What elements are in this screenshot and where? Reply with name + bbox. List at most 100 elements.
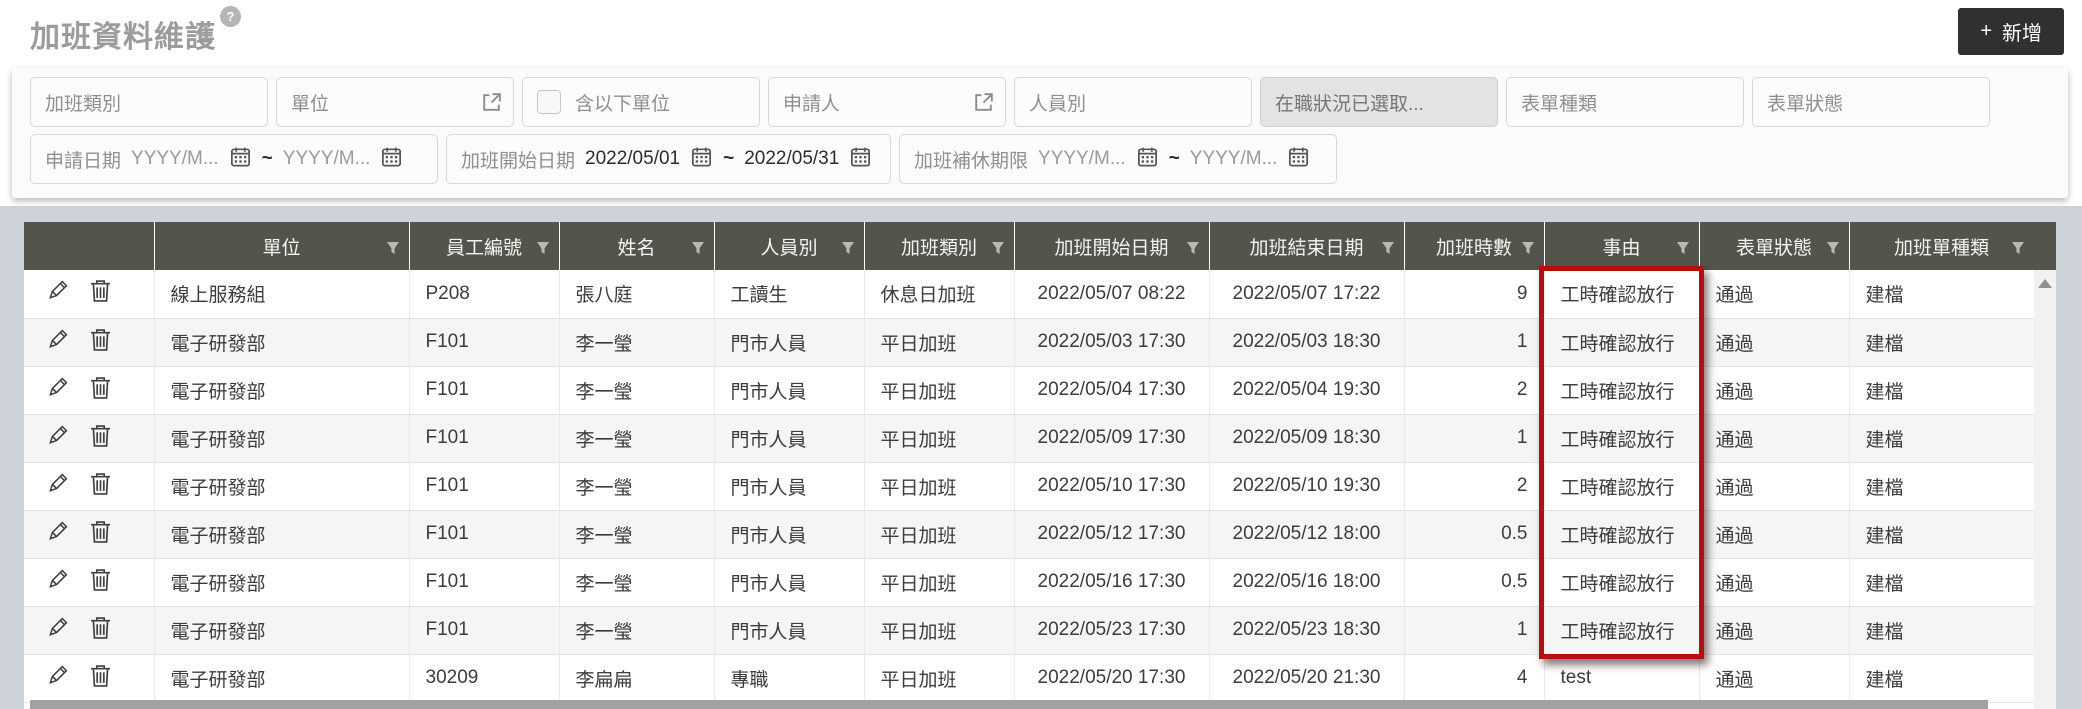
calendar-icon[interactable] bbox=[1287, 145, 1310, 174]
cell-personnel: 專職 bbox=[714, 654, 865, 703]
cell-personnel: 門市人員 bbox=[714, 606, 865, 655]
filter-row-2: 申請日期 YYYY/M... ~ YYYY/M... 加班開始日期 2022/0… bbox=[30, 134, 2068, 184]
filter-funnel-icon[interactable] bbox=[691, 239, 705, 261]
overtime-start-to-value[interactable]: 2022/05/31 bbox=[744, 148, 840, 169]
calendar-icon[interactable] bbox=[849, 145, 872, 174]
table-body: 線上服務組 P208 張八庭 工讀生 休息日加班 2022/05/07 08:2… bbox=[24, 270, 2035, 703]
comp-leave-deadline-range[interactable]: 加班補休期限 YYYY/M... ~ YYYY/M... bbox=[899, 134, 1337, 184]
col-header-personnel[interactable]: 人員別 bbox=[714, 222, 865, 270]
form-status-placeholder: 表單狀態 bbox=[1767, 93, 1844, 115]
cell-ot-type: 平日加班 bbox=[864, 318, 1015, 367]
calendar-icon[interactable] bbox=[690, 145, 713, 174]
calendar-icon[interactable] bbox=[229, 145, 252, 174]
delete-icon[interactable] bbox=[90, 616, 111, 645]
filter-funnel-icon[interactable] bbox=[1381, 239, 1395, 261]
apply-date-range[interactable]: 申請日期 YYYY/M... ~ YYYY/M... bbox=[30, 134, 438, 184]
scroll-up-icon[interactable] bbox=[2038, 279, 2052, 288]
edit-icon[interactable] bbox=[46, 376, 69, 405]
cell-ot-form-kind: 建檔 bbox=[1849, 654, 2035, 703]
delete-icon[interactable] bbox=[90, 568, 111, 597]
edit-icon[interactable] bbox=[46, 568, 69, 597]
edit-icon[interactable] bbox=[46, 520, 69, 549]
cell-hours: 9 bbox=[1404, 270, 1545, 319]
cell-reason: 工時確認放行 bbox=[1544, 414, 1700, 463]
apply-date-from[interactable]: YYYY/M... bbox=[131, 148, 219, 169]
vertical-scrollbar[interactable] bbox=[2034, 270, 2056, 709]
plus-icon: + bbox=[1980, 20, 1992, 42]
personnel-type-input[interactable]: 人員別 bbox=[1014, 77, 1252, 127]
apply-date-to[interactable]: YYYY/M... bbox=[282, 148, 371, 169]
edit-icon[interactable] bbox=[46, 616, 69, 645]
cell-actions bbox=[24, 366, 155, 415]
calendar-icon[interactable] bbox=[1136, 145, 1159, 174]
edit-icon[interactable] bbox=[46, 424, 69, 453]
unit-lookup-input[interactable]: 單位 bbox=[276, 77, 514, 127]
cell-ot-start: 2022/05/07 08:22 bbox=[1014, 270, 1210, 319]
cell-unit: 電子研發部 bbox=[154, 318, 410, 367]
filter-funnel-icon[interactable] bbox=[1826, 239, 1840, 261]
delete-icon[interactable] bbox=[90, 328, 111, 357]
filter-row-1: 加班類別 單位 含以下單位 申請人 bbox=[30, 77, 2068, 127]
cell-actions bbox=[24, 270, 155, 319]
overtime-category-input[interactable]: 加班類別 bbox=[30, 77, 268, 127]
open-lookup-icon[interactable] bbox=[971, 90, 996, 121]
applicant-lookup-input[interactable]: 申請人 bbox=[768, 77, 1006, 127]
cell-form-status: 通過 bbox=[1699, 462, 1850, 511]
cell-emp-id: F101 bbox=[409, 414, 560, 463]
horizontal-scrollbar[interactable] bbox=[30, 700, 1988, 709]
cell-ot-start: 2022/05/09 17:30 bbox=[1014, 414, 1210, 463]
edit-icon[interactable] bbox=[46, 279, 69, 308]
delete-icon[interactable] bbox=[90, 664, 111, 693]
cell-reason: 工時確認放行 bbox=[1544, 462, 1700, 511]
comp-deadline-from[interactable]: YYYY/M... bbox=[1038, 148, 1126, 169]
edit-icon[interactable] bbox=[46, 664, 69, 693]
col-header-ot-type[interactable]: 加班類別 bbox=[864, 222, 1015, 270]
delete-icon[interactable] bbox=[90, 424, 111, 453]
filter-funnel-icon[interactable] bbox=[2011, 239, 2025, 261]
cell-unit: 電子研發部 bbox=[154, 558, 410, 607]
col-header-hours[interactable]: 加班時數 bbox=[1404, 222, 1545, 270]
overtime-start-date-range[interactable]: 加班開始日期 2022/05/01 ~ 2022/05/31 bbox=[446, 134, 891, 184]
edit-icon[interactable] bbox=[46, 472, 69, 501]
help-icon[interactable]: ? bbox=[220, 6, 241, 27]
filter-funnel-icon[interactable] bbox=[386, 239, 400, 261]
col-header-unit[interactable]: 單位 bbox=[154, 222, 410, 270]
comp-deadline-to[interactable]: YYYY/M... bbox=[1189, 148, 1278, 169]
overtime-start-from-value[interactable]: 2022/05/01 bbox=[585, 148, 681, 169]
delete-icon[interactable] bbox=[90, 520, 111, 549]
range-separator: ~ bbox=[1168, 148, 1180, 169]
filter-funnel-icon[interactable] bbox=[1186, 239, 1200, 261]
col-header-ot-form-kind[interactable]: 加班單種類 bbox=[1849, 222, 2035, 270]
col-header-ot-start[interactable]: 加班開始日期 bbox=[1014, 222, 1210, 270]
employment-status-select[interactable]: 在職狀況已選取... bbox=[1260, 77, 1498, 127]
form-status-input[interactable]: 表單狀態 bbox=[1752, 77, 1990, 127]
delete-icon[interactable] bbox=[90, 279, 111, 308]
include-sub-units-checkbox[interactable] bbox=[537, 90, 561, 114]
filter-funnel-icon[interactable] bbox=[841, 239, 855, 261]
edit-icon[interactable] bbox=[46, 328, 69, 357]
filter-funnel-icon[interactable] bbox=[1521, 239, 1535, 261]
cell-hours: 2 bbox=[1404, 366, 1545, 415]
filter-funnel-icon[interactable] bbox=[1676, 239, 1690, 261]
col-header-reason[interactable]: 事由 bbox=[1544, 222, 1700, 270]
table-row: 電子研發部 F101 李一瑩 門市人員 平日加班 2022/05/10 17:3… bbox=[24, 462, 2035, 511]
filter-funnel-icon[interactable] bbox=[991, 239, 1005, 261]
delete-icon[interactable] bbox=[90, 472, 111, 501]
add-button[interactable]: + 新增 bbox=[1958, 8, 2064, 55]
filter-funnel-icon[interactable] bbox=[536, 239, 550, 261]
table-row: 電子研發部 F101 李一瑩 門市人員 平日加班 2022/05/03 17:3… bbox=[24, 318, 2035, 367]
cell-ot-type: 平日加班 bbox=[864, 606, 1015, 655]
form-type-input[interactable]: 表單種類 bbox=[1506, 77, 1744, 127]
cell-ot-start: 2022/05/10 17:30 bbox=[1014, 462, 1210, 511]
cell-name: 李一瑩 bbox=[559, 414, 715, 463]
col-header-name[interactable]: 姓名 bbox=[559, 222, 715, 270]
delete-icon[interactable] bbox=[90, 376, 111, 405]
col-header-form-status[interactable]: 表單狀態 bbox=[1699, 222, 1850, 270]
cell-form-status: 通過 bbox=[1699, 510, 1850, 559]
col-header-ot-end[interactable]: 加班結束日期 bbox=[1209, 222, 1405, 270]
include-sub-units-option[interactable]: 含以下單位 bbox=[522, 77, 760, 127]
col-header-emp-id[interactable]: 員工編號 bbox=[409, 222, 560, 270]
calendar-icon[interactable] bbox=[380, 145, 403, 174]
open-lookup-icon[interactable] bbox=[479, 90, 504, 121]
